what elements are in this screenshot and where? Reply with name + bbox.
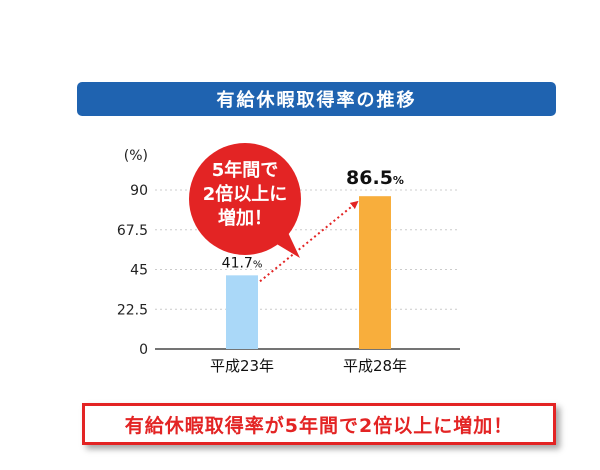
value-unit: % (253, 259, 263, 270)
callout-line-3: 増加！ (218, 207, 272, 229)
y-tick-label: 90 (130, 183, 148, 199)
value-number: 41.7 (222, 255, 253, 271)
bar-1 (226, 275, 258, 349)
value-number: 86.5 (346, 167, 393, 189)
callout-bubble: 5年間で 2倍以上に 増加！ (189, 143, 301, 258)
value-label-2: 86.5% (346, 167, 404, 189)
chart-title-bar: 有給休暇取得率の推移 (77, 82, 556, 116)
x-category-label: 平成28年 (343, 357, 407, 375)
chart-title: 有給休暇取得率の推移 (216, 90, 417, 111)
bars (226, 196, 391, 349)
y-axis-unit-label: (%) (124, 148, 148, 164)
summary-banner: 有給休暇取得率が5年間で2倍以上に増加！ (82, 403, 556, 445)
callout-circle (189, 143, 301, 255)
y-tick-label: 0 (139, 342, 148, 358)
trend-arrow (259, 200, 359, 283)
value-label-1: 41.7% (222, 255, 263, 271)
callout-line-1: 5年間で (212, 159, 279, 181)
y-tick-label: 22.5 (117, 302, 148, 318)
callout-line-2: 2倍以上に (203, 183, 288, 205)
callout-tail (270, 224, 300, 258)
bar-2 (359, 196, 391, 349)
y-tick-label: 67.5 (117, 223, 148, 239)
value-labels: 41.7%86.5% (222, 167, 404, 271)
x-category-label: 平成23年 (210, 357, 274, 375)
y-axis-ticks: 0 22.5 45 67.5 90 (117, 183, 148, 358)
y-tick-label: 45 (130, 263, 148, 279)
summary-text: 有給休暇取得率が5年間で2倍以上に増加！ (124, 414, 514, 437)
value-unit: % (393, 174, 404, 187)
category-labels: 平成23年 平成28年 (210, 357, 407, 375)
